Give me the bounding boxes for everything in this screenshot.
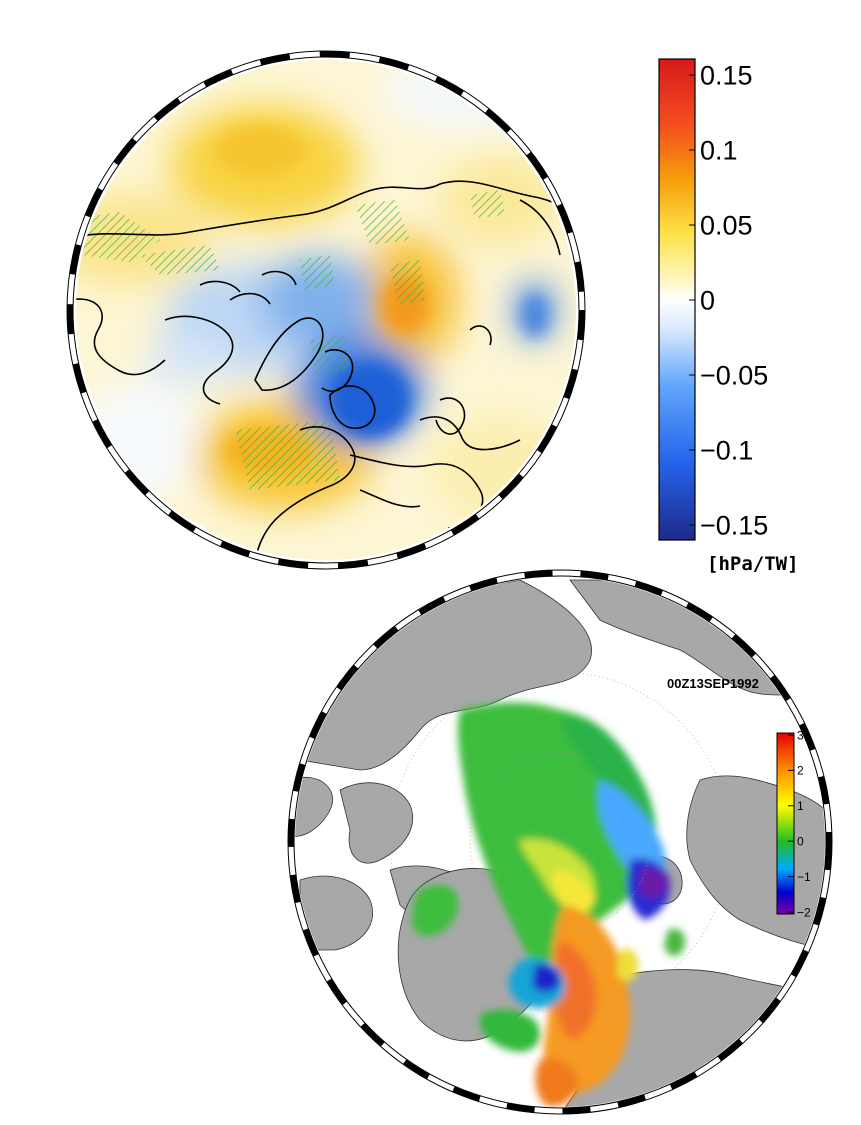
top-colorbar-tick-label: 0 <box>700 286 715 316</box>
top-colorbar-tick-label: 0.1 <box>700 136 738 166</box>
top-polar-map <box>66 50 586 570</box>
bottom-colorbar-tick-label: 0 <box>797 835 804 849</box>
top-coastlines <box>76 180 576 560</box>
bottom-timestamp: 00Z13SEP1992 <box>667 676 759 691</box>
bottom-polar-map: 00Z13SEP1992 <box>287 569 833 1115</box>
top-colorbar: 0.15 0.1 0.05 0 −0.05 −0.1 −0.15 [hPa/TW] <box>658 58 799 575</box>
bottom-colorbar-gradient <box>776 732 795 915</box>
graticule <box>389 671 731 1013</box>
bottom-colorbar-tick-label: 2 <box>797 764 804 778</box>
bottom-colorbar-tick-label: 3 <box>797 728 804 742</box>
top-colorbar-unit: [hPa/TW] <box>707 553 799 575</box>
top-colorbar-tick-label: 0.15 <box>700 61 753 91</box>
top-colorbar-tick-label: −0.05 <box>700 361 768 391</box>
top-colorbar-tick-label: −0.15 <box>700 511 768 541</box>
top-colorbar-tick-label: −0.1 <box>700 436 753 466</box>
ice-thickness-field <box>411 702 686 1107</box>
top-colorbar-tick-label: 0.05 <box>700 211 753 241</box>
bottom-colorbar-tick-label: −1 <box>797 870 811 884</box>
significance-hatching <box>78 190 505 490</box>
bottom-colorbar: 3 2 1 0 −1 −2 <box>776 728 811 919</box>
bottom-colorbar-tick-label: −2 <box>797 905 811 919</box>
bottom-colorbar-tick-label: 1 <box>797 799 804 813</box>
